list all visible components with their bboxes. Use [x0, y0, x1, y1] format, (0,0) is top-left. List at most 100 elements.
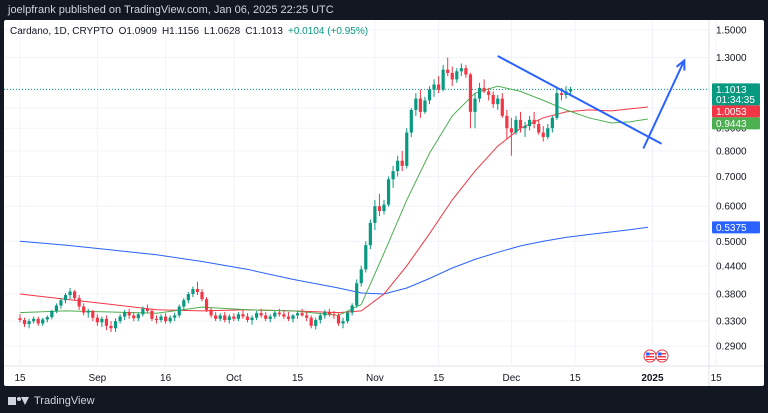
x-tick-label: 15	[711, 373, 723, 384]
candle-body	[250, 317, 254, 320]
candle	[223, 312, 227, 323]
candle	[500, 93, 504, 118]
candle	[127, 308, 131, 319]
candle-body	[218, 315, 222, 319]
candle	[154, 315, 159, 324]
candle-body	[268, 316, 272, 319]
candle-body	[305, 315, 309, 318]
ema-mid-line	[19, 106, 648, 314]
candle	[277, 308, 281, 317]
candle	[464, 65, 468, 78]
candle-body	[441, 69, 445, 90]
candle	[41, 317, 45, 326]
candle	[355, 279, 359, 308]
candle	[491, 91, 495, 108]
candle-body	[173, 315, 177, 318]
x-tick-label: 16	[160, 373, 172, 384]
candle	[113, 318, 118, 332]
candle	[509, 117, 513, 156]
candle-body	[318, 315, 322, 320]
price-label-bg	[712, 105, 760, 118]
chart-panel[interactable]: 1.50001.30001.10001.00000.90000.80000.70…	[4, 20, 764, 386]
arrow-line	[642, 60, 686, 149]
candle	[182, 298, 186, 310]
price-label: 1.0053	[712, 105, 760, 118]
candle	[123, 309, 127, 320]
candle-body	[59, 300, 63, 306]
candle-body	[95, 317, 99, 323]
time-axis: 15 Sep 16 Oct 15 Nov 15 Dec 15 2025 15	[14, 373, 722, 384]
candle	[77, 295, 81, 310]
candle-body	[455, 71, 459, 80]
candle-body	[382, 204, 386, 212]
candle-body	[405, 132, 409, 166]
candle-body	[427, 89, 432, 101]
candle	[95, 314, 99, 326]
publish-header: joelpfrank published on TradingView.com,…	[0, 0, 768, 20]
candle-body	[541, 132, 545, 137]
candle	[368, 219, 372, 250]
candle	[168, 315, 172, 324]
candle-body	[550, 117, 554, 129]
candle-body	[505, 115, 509, 129]
candle	[191, 286, 195, 298]
candle	[18, 314, 22, 323]
y-tick-label: 0.6000	[716, 202, 747, 213]
candle-body	[473, 98, 477, 112]
candle-body	[355, 283, 359, 306]
us-flag-icon	[643, 349, 657, 363]
price-label-bg	[712, 117, 760, 130]
candle	[54, 303, 58, 314]
candle	[314, 317, 318, 330]
candle	[186, 292, 190, 304]
price-label-text: 1.1013	[716, 85, 747, 96]
candle-body	[300, 313, 304, 316]
y-tick-label: 0.4400	[716, 261, 747, 272]
candle-body	[45, 317, 49, 320]
candle	[446, 57, 450, 77]
price-label-text: 1.0053	[716, 107, 747, 118]
candle-body	[177, 306, 181, 316]
candle-body	[200, 292, 204, 300]
candle-body	[141, 308, 145, 315]
candle-body	[127, 312, 131, 316]
close-value: C1.1013	[245, 26, 283, 37]
y-tick-label: 0.8000	[716, 146, 747, 157]
candle-body	[204, 299, 209, 310]
candle-body	[459, 68, 463, 72]
candle-body	[477, 87, 482, 99]
candle-body	[523, 126, 527, 129]
candle-body	[77, 298, 81, 307]
candle	[273, 310, 277, 319]
candle-body	[22, 319, 27, 325]
candle	[59, 298, 63, 309]
y-tick-label: 1.5000	[716, 26, 747, 37]
candle	[32, 316, 36, 324]
candle-body	[341, 321, 345, 324]
candle-body	[546, 128, 550, 137]
candle-body	[532, 119, 536, 125]
candle-body	[409, 109, 413, 133]
footer-bar: TradingView	[0, 388, 768, 413]
price-label-text: 0.9443	[716, 119, 747, 130]
candle	[350, 303, 354, 316]
x-tick-label: 15	[292, 373, 304, 384]
candle-body	[327, 312, 331, 315]
countdown-text: 01:34:35	[716, 95, 755, 106]
candle	[409, 107, 413, 137]
candle-body	[423, 100, 427, 112]
brand-name: TradingView	[34, 394, 95, 407]
candle	[100, 316, 104, 328]
ema-slow-line	[19, 226, 648, 295]
candle	[382, 199, 386, 215]
candle-body	[500, 98, 504, 116]
candle	[282, 309, 286, 319]
candle	[496, 94, 500, 110]
candle-body	[555, 93, 559, 118]
candle	[286, 312, 291, 322]
candle	[227, 314, 231, 324]
price-chart[interactable]: 1.50001.30001.10001.00000.90000.80000.70…	[4, 20, 764, 386]
candle	[250, 315, 254, 325]
candle-body	[323, 312, 327, 316]
x-tick-label: 15	[570, 373, 582, 384]
